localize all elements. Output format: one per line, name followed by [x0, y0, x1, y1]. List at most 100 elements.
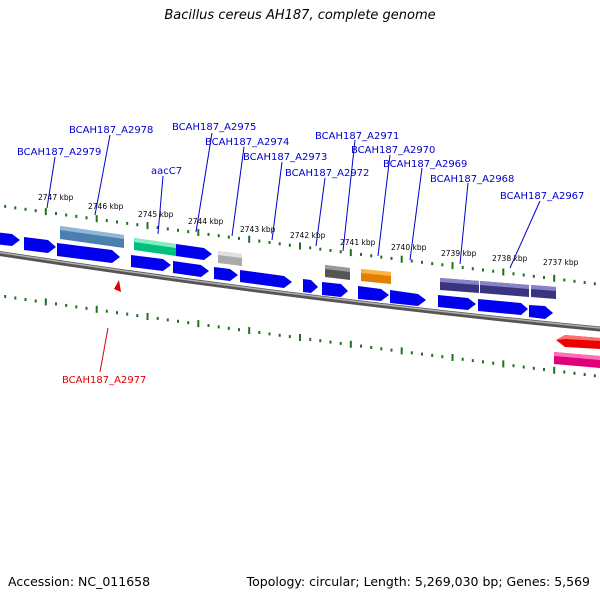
- major-tick: [502, 360, 505, 368]
- gene-label: BCAH187_A2977: [62, 375, 146, 386]
- minor-tick: [421, 352, 423, 356]
- cds-arrow: [358, 286, 389, 301]
- minor-tick: [268, 332, 271, 336]
- major-tick: [502, 268, 505, 276]
- minor-tick: [309, 337, 312, 341]
- major-tick: [349, 249, 352, 257]
- cds-arrow: [131, 255, 171, 271]
- map-title: Bacillus cereus AH187, complete genome: [164, 8, 436, 23]
- minor-tick: [238, 236, 240, 240]
- minor-tick: [207, 232, 210, 236]
- major-tick: [400, 347, 403, 355]
- minor-tick: [461, 357, 464, 361]
- minor-tick: [288, 243, 291, 247]
- tick-label: 2747 kbp: [38, 193, 74, 202]
- minor-tick: [166, 318, 169, 322]
- major-tick: [197, 229, 200, 236]
- cds-arrow: [529, 305, 553, 319]
- minor-tick: [563, 278, 566, 282]
- major-tick: [553, 274, 556, 282]
- minor-tick: [268, 241, 271, 244]
- minor-tick: [156, 316, 159, 320]
- minor-tick: [339, 341, 342, 345]
- minor-tick: [563, 370, 566, 374]
- inner-tick-ring: [4, 295, 596, 378]
- tick-label: 2744 kbp: [188, 217, 224, 226]
- minor-tick: [24, 298, 27, 301]
- minor-tick: [390, 256, 393, 260]
- minor-tick: [380, 255, 383, 259]
- minor-tick: [471, 359, 474, 363]
- minor-tick: [543, 276, 545, 279]
- gene-label: aacC7: [151, 166, 182, 177]
- gene-label: BCAH187_A2971: [315, 131, 399, 142]
- tick-label: 2745 kbp: [138, 210, 174, 219]
- minor-tick: [370, 346, 373, 349]
- minor-tick: [593, 374, 596, 378]
- cds-arrow: [390, 290, 426, 306]
- cds-arrow: [240, 270, 292, 288]
- gene-label: BCAH187_A2970: [351, 145, 435, 156]
- cds-arrow: [173, 261, 209, 277]
- minor-tick: [4, 295, 7, 298]
- tick-label: 2738 kbp: [492, 254, 528, 263]
- minor-tick: [522, 365, 525, 369]
- gene-label: BCAH187_A2967: [500, 191, 584, 202]
- gene-label: BCAH187_A2978: [69, 125, 153, 136]
- minor-tick: [187, 321, 190, 325]
- minor-tick: [492, 361, 495, 365]
- minor-tick: [227, 235, 230, 239]
- minor-tick: [136, 314, 139, 318]
- minor-tick: [217, 325, 220, 329]
- gene-labels: BCAH187_A2978 BCAH187_A2979 BCAH187_A297…: [17, 122, 584, 386]
- minor-tick: [492, 269, 495, 273]
- minor-tick: [329, 249, 332, 252]
- minor-tick: [207, 324, 210, 327]
- minor-tick: [85, 306, 88, 310]
- minor-tick: [34, 299, 37, 303]
- minor-tick: [258, 331, 261, 334]
- major-tick: [299, 242, 301, 250]
- major-tick: [146, 313, 149, 320]
- minor-tick: [410, 351, 413, 355]
- genome-backbone: [0, 251, 600, 332]
- minor-tick: [187, 230, 190, 234]
- minor-tick: [227, 326, 230, 330]
- minor-tick: [583, 281, 586, 284]
- tick-label: 2741 kbp: [340, 238, 376, 247]
- tick-label: 2739 kbp: [441, 249, 477, 258]
- minor-tick: [288, 335, 291, 339]
- outer-tick-ring: [4, 204, 596, 286]
- minor-tick: [309, 246, 312, 250]
- minor-tick: [431, 353, 434, 357]
- gene-marker: [114, 280, 121, 292]
- minor-tick: [75, 305, 78, 309]
- minor-tick: [14, 206, 17, 210]
- minor-tick: [319, 247, 322, 251]
- cds-arrow: [0, 232, 20, 246]
- minor-tick: [441, 263, 444, 267]
- feature-track: [60, 226, 556, 299]
- cds-track: [0, 232, 553, 319]
- gene-label: BCAH187_A2972: [285, 168, 369, 179]
- minor-tick: [24, 207, 27, 211]
- minor-tick: [370, 254, 373, 258]
- minor-tick: [116, 311, 118, 315]
- major-tick: [44, 208, 47, 216]
- minor-tick: [65, 303, 68, 307]
- minor-tick: [522, 273, 525, 277]
- major-tick: [299, 334, 301, 341]
- minor-tick: [55, 302, 57, 306]
- minor-tick: [431, 262, 434, 266]
- major-tick: [95, 305, 98, 313]
- minor-tick: [238, 328, 240, 332]
- minor-tick: [512, 272, 515, 276]
- tick-label: 2746 kbp: [88, 202, 124, 211]
- tick-labels: 2747 kbp 2746 kbp 2745 kbp 2744 kbp 2743…: [38, 193, 579, 267]
- major-tick: [44, 298, 47, 306]
- minor-tick: [390, 348, 393, 352]
- major-tick: [95, 215, 98, 223]
- minor-tick: [126, 312, 129, 316]
- minor-tick: [258, 239, 261, 243]
- minor-tick: [512, 364, 515, 368]
